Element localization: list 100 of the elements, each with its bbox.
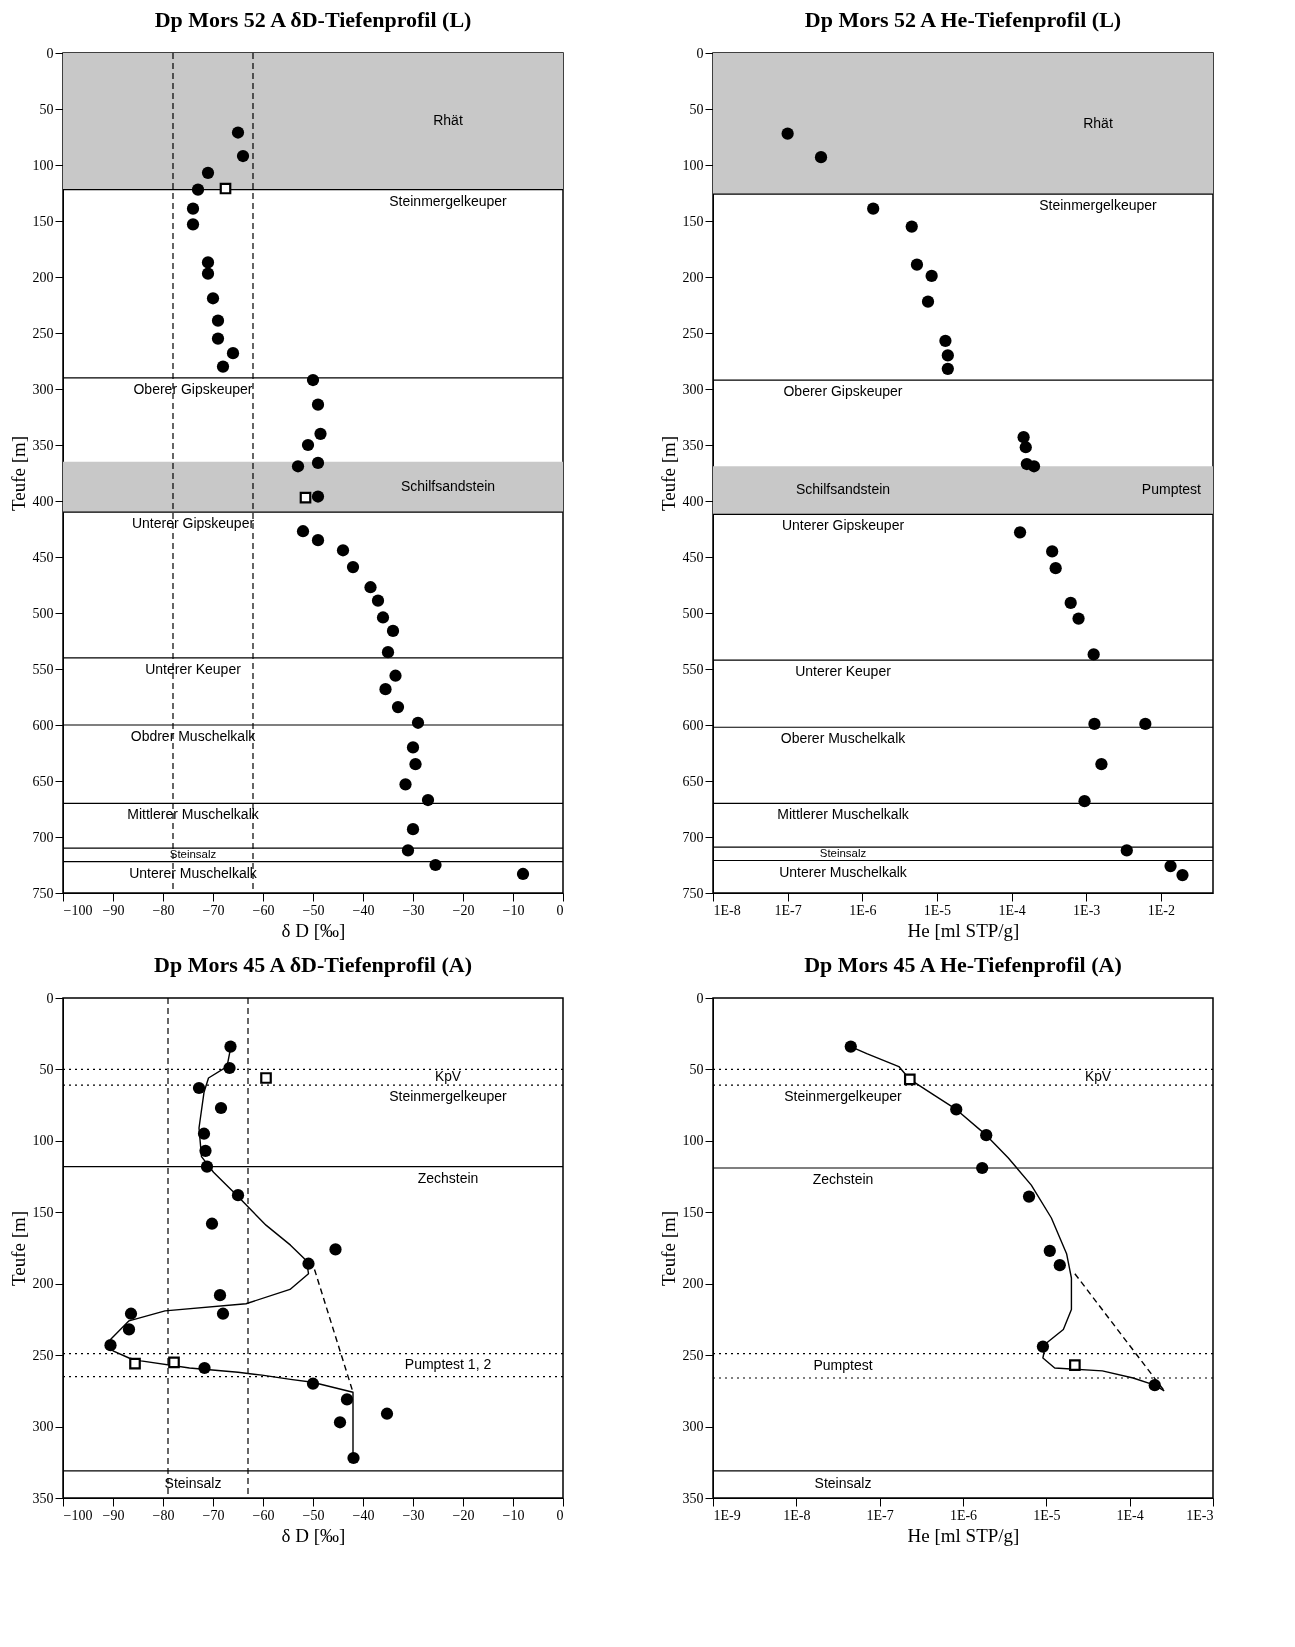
x-axis-title: δ D [‰] [281, 1524, 346, 1546]
x-tick-label: 0 [556, 902, 564, 918]
x-tick-label: 1E-6 [949, 1507, 978, 1523]
chart-title: Dp Mors 45 A δD-Tiefenprofil (A) [154, 952, 472, 977]
y-axis-title: Teufe [m] [657, 1210, 679, 1287]
ref-line-label: Steinsalz [169, 847, 217, 860]
x-tick-label: −30 [402, 1507, 425, 1523]
y-tick-label: 250 [32, 325, 54, 341]
y-tick-label: 100 [32, 157, 54, 173]
y-tick-label: 600 [32, 717, 54, 733]
y-tick-label: 250 [682, 325, 704, 341]
y-tick-label: 200 [682, 1276, 704, 1292]
y-tick-label: 750 [682, 885, 704, 901]
y-tick-label: 100 [682, 157, 704, 173]
x-tick-label: 1E-5 [923, 902, 952, 918]
x-tick-label: 1E-6 [849, 902, 877, 918]
band-label: Schilfsandstein [400, 478, 496, 494]
y-tick-label: 300 [682, 381, 704, 397]
ref-line-label: Steinmergelkeuper [389, 1088, 508, 1105]
x-tick-label: −40 [352, 902, 375, 918]
ref-line-label: Obdrer Muschelkalk [130, 728, 257, 744]
band-label: Rhät [1083, 114, 1113, 131]
y-tick-label: 350 [32, 437, 54, 453]
band-label: Rhät [433, 112, 463, 129]
y-tick-label: 650 [682, 773, 704, 789]
band-label: Schilfsandstein [795, 481, 891, 498]
y-tick-label: 50 [39, 101, 54, 117]
x-tick-label: −60 [252, 902, 275, 918]
y-tick-label: 0 [46, 45, 54, 61]
x-tick-label: −90 [102, 902, 125, 918]
y-axis-title: Teufe [m] [7, 1210, 29, 1287]
ref-line-label: Oberer Gipskeuper [133, 380, 253, 397]
x-tick-label: 1E-9 [713, 1507, 741, 1523]
x-tick-label: 1E-7 [774, 902, 802, 918]
ref-line-label: Oberer Muschelkalk [780, 730, 907, 747]
ref-line-label: Unterer Keuper [795, 663, 892, 680]
y-tick-label: 0 [46, 990, 54, 1006]
x-tick-label: −100 [63, 902, 93, 918]
chart-title: Dp Mors 45 A He-Tiefenprofil (A) [804, 952, 1122, 977]
y-tick-label: 500 [682, 605, 704, 621]
y-tick-label: 400 [32, 493, 54, 509]
y-tick-label: 450 [682, 549, 704, 565]
chart-title: Dp Mors 52 A He-Tiefenprofil (L) [804, 7, 1122, 32]
x-tick-label: −70 [202, 1507, 225, 1523]
y-tick-label: 300 [32, 381, 54, 397]
y-tick-label: 700 [32, 829, 54, 845]
x-tick-label: −40 [352, 1507, 375, 1523]
y-tick-label: 350 [682, 1490, 704, 1506]
x-tick-label: 1E-3 [1186, 1507, 1214, 1523]
ref-line-label: Pumptest 1, 2 [404, 1356, 492, 1373]
ref-line-label: Unterer Gipskeuper [131, 515, 255, 532]
x-tick-label: −10 [502, 902, 525, 918]
ref-line-label: Steinsalz [819, 846, 867, 859]
ref-line-label: Unterer Gipskeuper [781, 517, 905, 534]
ref-line-label: KpV [435, 1069, 462, 1085]
x-tick-label: 1E-4 [998, 902, 1026, 918]
ref-line-label: Steinmergelkeuper [389, 192, 508, 209]
ref-line-label: Steinmergelkeuper [784, 1088, 903, 1105]
ref-line-label: Zechstein [417, 1169, 479, 1186]
x-axis-title: He [ml STP/g] [907, 919, 1020, 941]
y-tick-label: 250 [32, 1347, 54, 1363]
ref-line-label: Steinsalz [164, 1475, 222, 1492]
x-tick-label: −30 [402, 902, 425, 918]
y-tick-label: 650 [32, 773, 54, 789]
x-tick-label: −90 [102, 1507, 125, 1523]
ref-line-label: Unterer Muschelkalk [129, 864, 258, 881]
y-tick-label: 550 [682, 661, 704, 677]
y-tick-label: 200 [32, 269, 54, 285]
x-tick-label: −60 [252, 1507, 275, 1523]
y-tick-label: 50 [689, 101, 704, 117]
y-tick-label: 150 [682, 213, 704, 229]
y-tick-label: 300 [682, 1419, 704, 1435]
y-tick-label: 350 [32, 1490, 54, 1506]
y-tick-label: 50 [689, 1061, 704, 1077]
y-axis-title: Teufe [m] [657, 435, 679, 512]
annotation: Pumptest [1141, 481, 1202, 498]
x-axis-title: δ D [‰] [281, 919, 346, 941]
ref-line-label: Zechstein [812, 1171, 874, 1187]
y-tick-label: 0 [696, 45, 704, 61]
y-tick-label: 50 [39, 1061, 54, 1077]
y-tick-label: 500 [32, 605, 54, 621]
x-tick-label: −70 [202, 902, 225, 918]
y-tick-label: 600 [682, 717, 704, 733]
ref-line-label: Steinmergelkeuper [1039, 197, 1158, 214]
ref-line-label: Unterer Muschelkalk [779, 863, 908, 880]
ref-line-label: Pumptest [813, 1356, 873, 1373]
x-tick-label: 1E-4 [1116, 1507, 1144, 1523]
x-tick-label: −50 [302, 902, 325, 918]
ref-line-label: Unterer Keuper [145, 660, 242, 677]
x-tick-label: −80 [152, 902, 175, 918]
y-tick-label: 550 [32, 661, 54, 677]
x-tick-label: −100 [63, 1507, 93, 1523]
y-tick-label: 700 [682, 829, 704, 845]
x-tick-label: 0 [556, 1507, 564, 1523]
y-tick-label: 750 [32, 885, 54, 901]
ref-line-label: Mittlerer Muschelkalk [127, 806, 260, 823]
y-tick-label: 150 [682, 1204, 704, 1220]
x-tick-label: 1E-8 [713, 902, 741, 918]
x-tick-label: 1E-3 [1073, 902, 1101, 918]
y-tick-label: 150 [32, 1204, 54, 1220]
